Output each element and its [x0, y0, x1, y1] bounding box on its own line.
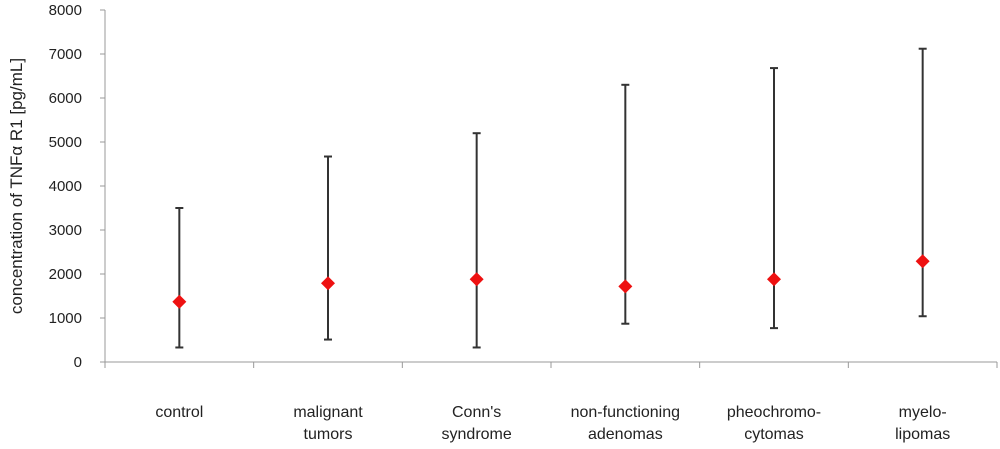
data-point-diamond [172, 294, 187, 309]
data-point-diamond [767, 272, 781, 287]
data-point-diamond [915, 254, 930, 269]
x-category-label-line: lipomas [895, 426, 950, 443]
y-tick-label: 5000 [49, 134, 82, 151]
y-tick-label: 0 [74, 354, 82, 371]
x-category-label-line: non-functioning [571, 404, 680, 421]
y-axis-title: concentration of TNFα R1 [pg/mL] [7, 58, 26, 314]
x-category-label-line: syndrome [442, 426, 512, 443]
x-category-label-line: pheochromo- [727, 404, 821, 421]
x-category-label-line: Conn's [452, 404, 501, 421]
y-tick-label: 2000 [49, 266, 82, 283]
x-category-label: pheochromo-cytomas [727, 404, 821, 443]
y-tick-label: 1000 [49, 310, 82, 327]
x-category-label: myelo-lipomas [895, 404, 950, 443]
data-point-diamond [321, 276, 335, 291]
x-category-label: malignant tumors [293, 404, 363, 443]
y-tick-label: 6000 [49, 90, 82, 107]
x-category-label: Conn's syndrome [442, 404, 512, 443]
x-category-label-line: control [155, 404, 203, 421]
y-tick-label: 8000 [49, 2, 82, 19]
x-category-label-line: tumors [304, 426, 353, 443]
y-tick-label: 7000 [49, 46, 82, 63]
x-category-label: non-functioning adenomas [571, 404, 680, 443]
data-point-diamond [618, 279, 633, 294]
x-category-label-line: adenomas [588, 426, 663, 443]
x-category-label: control [155, 404, 203, 421]
x-category-label-line: malignant [293, 404, 363, 421]
y-tick-label: 4000 [49, 178, 82, 195]
x-category-label-line: cytomas [744, 426, 804, 443]
y-axis: 0 1000 2000 3000 4000 5000 6000 7000 8000 [49, 2, 106, 371]
x-category-label-line: myelo- [899, 404, 947, 421]
data-point-diamond [469, 272, 484, 287]
x-axis: control malignant tumors Conn's syndrome non-… [104, 361, 998, 443]
series [172, 47, 930, 349]
y-tick-label: 3000 [49, 222, 82, 239]
